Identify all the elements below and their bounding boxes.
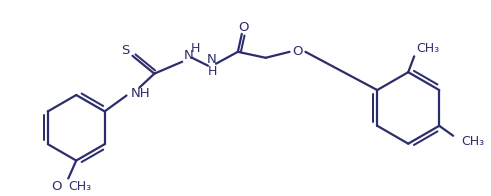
Text: CH₃: CH₃: [68, 180, 91, 193]
Text: H: H: [207, 65, 217, 78]
Text: CH₃: CH₃: [416, 42, 439, 55]
Text: O: O: [239, 22, 249, 34]
Text: NH: NH: [131, 87, 150, 100]
Text: O: O: [292, 45, 303, 58]
Text: H: H: [191, 42, 200, 55]
Text: N: N: [183, 49, 193, 62]
Text: S: S: [121, 44, 130, 57]
Text: N: N: [207, 53, 217, 66]
Text: O: O: [51, 180, 61, 193]
Text: CH₃: CH₃: [461, 135, 484, 148]
